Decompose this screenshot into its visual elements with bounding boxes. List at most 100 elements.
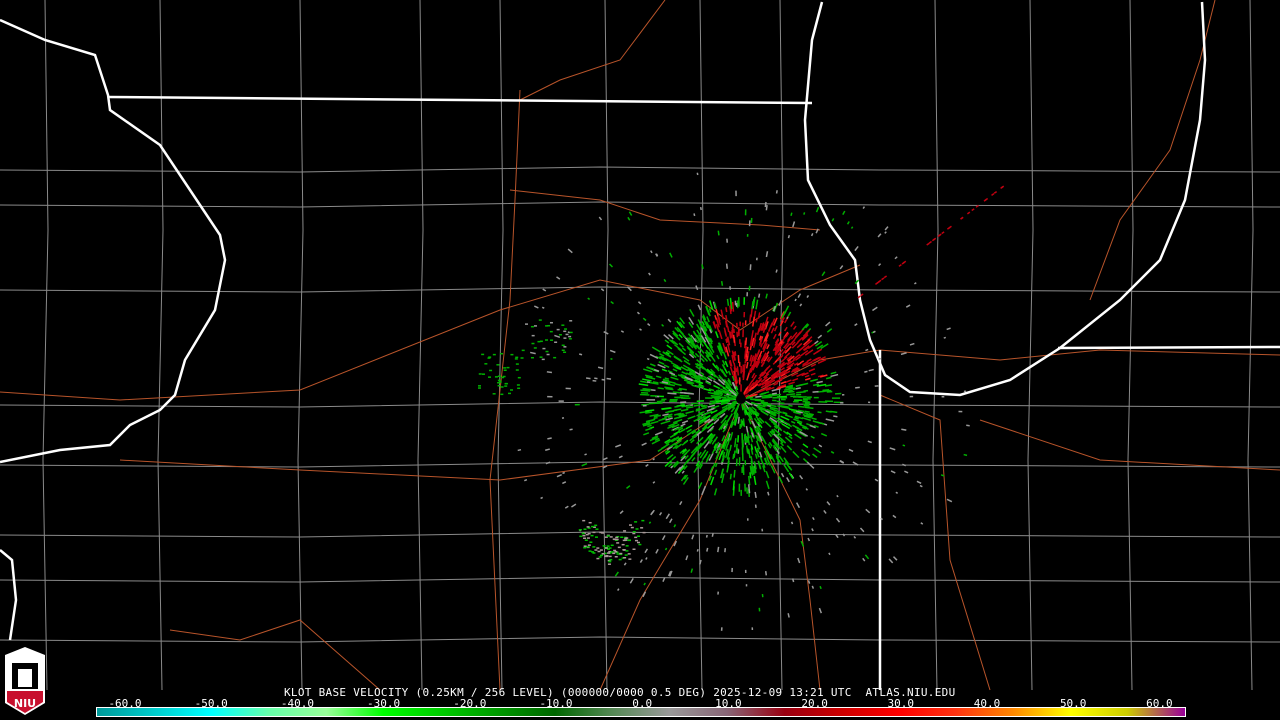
velocity-echo xyxy=(678,333,683,339)
velocity-echo xyxy=(715,441,720,448)
velocity-echo xyxy=(602,465,608,469)
velocity-echo xyxy=(620,330,625,333)
velocity-echo xyxy=(609,263,614,268)
velocity-echo xyxy=(771,393,782,397)
velocity-echo xyxy=(765,480,770,490)
velocity-echo xyxy=(857,295,861,299)
velocity-echo xyxy=(752,296,756,307)
velocity-echo xyxy=(708,351,713,358)
velocity-echo xyxy=(769,414,778,420)
velocity-echo xyxy=(817,358,827,364)
velocity-echo xyxy=(792,450,800,459)
velocity-echo xyxy=(685,406,694,409)
county-line xyxy=(0,401,1280,408)
velocity-echo xyxy=(779,362,788,369)
velocity-echo xyxy=(727,403,736,411)
velocity-echo xyxy=(710,476,715,486)
velocity-echo xyxy=(690,439,695,444)
velocity-echo xyxy=(662,413,669,417)
velocity-echo xyxy=(667,415,673,419)
velocity-echo xyxy=(780,373,786,377)
velocity-echo xyxy=(610,357,613,360)
velocity-echo xyxy=(704,351,710,358)
velocity-echo xyxy=(722,342,727,353)
velocity-echo xyxy=(744,409,749,416)
velocity-echo xyxy=(695,344,702,351)
velocity-echo xyxy=(671,456,677,461)
velocity-echo xyxy=(766,356,771,362)
velocity-echo xyxy=(892,514,897,519)
velocity-echo xyxy=(658,418,666,422)
velocity-echo xyxy=(742,370,746,381)
velocity-echo xyxy=(751,401,761,407)
velocity-echo xyxy=(673,344,683,352)
velocity-echo xyxy=(764,571,768,576)
velocity-echo xyxy=(946,327,951,331)
velocity-echo xyxy=(649,413,659,417)
velocity-echo xyxy=(963,453,968,457)
velocity-echo xyxy=(777,339,784,347)
velocity-echo xyxy=(817,374,824,378)
velocity-echo xyxy=(731,354,735,364)
velocity-echo xyxy=(830,371,837,375)
velocity-echo xyxy=(762,462,766,469)
velocity-echo xyxy=(718,450,724,461)
velocity-echo xyxy=(733,438,737,448)
velocity-echo xyxy=(680,455,686,462)
velocity-echo xyxy=(799,349,809,357)
velocity-echo xyxy=(647,323,651,327)
velocity-echo xyxy=(757,425,762,432)
velocity-echo xyxy=(765,386,775,392)
velocity-echo xyxy=(734,351,737,356)
velocity-echo xyxy=(818,444,823,448)
velocity-echo xyxy=(753,332,757,341)
velocity-echo xyxy=(659,512,663,516)
velocity-echo xyxy=(795,426,803,432)
velocity-echo xyxy=(730,406,736,413)
velocity-echo xyxy=(725,444,729,451)
velocity-echo xyxy=(769,377,775,382)
velocity-echo xyxy=(657,387,664,390)
velocity-echo xyxy=(752,342,756,348)
velocity-echo xyxy=(671,423,680,429)
velocity-echo xyxy=(803,411,809,415)
velocity-echo xyxy=(693,331,700,341)
velocity-echo xyxy=(797,430,807,438)
velocity-echo xyxy=(674,466,682,474)
velocity-echo xyxy=(720,422,726,430)
velocity-echo xyxy=(646,357,650,361)
velocity-echo xyxy=(654,431,663,436)
velocity-echo xyxy=(687,415,696,420)
velocity-echo xyxy=(733,362,737,370)
velocity-echo xyxy=(581,462,588,467)
velocity-echo xyxy=(674,383,682,387)
velocity-echo xyxy=(783,342,789,349)
scale-tick-label: 40.0 xyxy=(973,697,1001,710)
velocity-echo xyxy=(524,479,528,482)
velocity-echo xyxy=(645,376,656,380)
velocity-echo xyxy=(830,373,839,378)
velocity-echo xyxy=(691,457,696,462)
velocity-echo xyxy=(794,433,802,440)
county-line xyxy=(697,0,704,691)
velocity-echo xyxy=(655,253,659,257)
velocity-echo xyxy=(703,387,712,392)
velocity-echo xyxy=(716,354,720,360)
velocity-echo xyxy=(804,410,810,413)
velocity-echo xyxy=(729,366,734,376)
velocity-echo xyxy=(734,373,739,383)
velocity-echo xyxy=(723,394,730,398)
velocity-echo xyxy=(842,533,846,537)
velocity-echo xyxy=(645,374,653,378)
velocity-echo xyxy=(776,385,787,390)
velocity-echo xyxy=(762,343,768,353)
velocity-echo xyxy=(722,351,727,360)
velocity-echo xyxy=(678,413,685,417)
velocity-echo xyxy=(724,414,729,420)
velocity-echo xyxy=(672,368,678,372)
velocity-echo xyxy=(754,491,757,498)
velocity-echo xyxy=(803,404,810,407)
velocity-echo xyxy=(714,331,719,339)
velocity-echo xyxy=(695,407,701,411)
velocity-echo xyxy=(794,415,804,420)
